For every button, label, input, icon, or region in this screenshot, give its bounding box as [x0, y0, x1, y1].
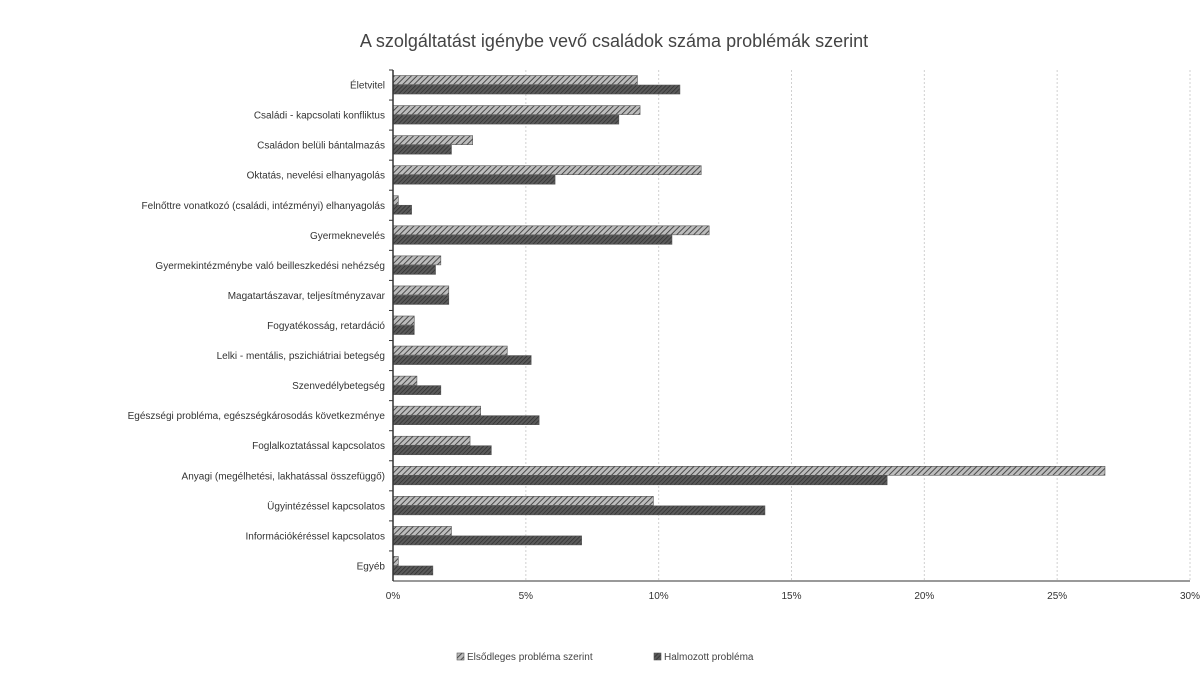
bars-group [392, 75, 1106, 576]
grid-lines [525, 70, 1191, 581]
bar-primary [392, 435, 471, 446]
legend-label: Halmozott probléma [664, 652, 754, 663]
bar-primary [392, 405, 481, 416]
bar-cumulative [392, 265, 436, 275]
category-label: Családon belüli bántalmazás [257, 141, 385, 152]
bar-primary [392, 345, 508, 356]
bar-primary [392, 285, 450, 296]
category-label: Felnőttre vonatkozó (családi, intézményi… [142, 201, 385, 212]
bar-cumulative [392, 295, 450, 305]
bar-cumulative [392, 325, 415, 335]
x-tick-label: 5% [519, 591, 534, 602]
bar-cumulative [392, 235, 673, 245]
legend-label: Elsődleges probléma szerint [467, 652, 593, 663]
bar-primary [392, 105, 641, 115]
bar-primary [392, 526, 452, 536]
chart-title: A szolgáltatást igénybe vevő családok sz… [360, 31, 868, 51]
category-label: Foglalkoztatással kapcsolatos [252, 441, 385, 452]
bar-cumulative [392, 475, 888, 486]
bar-cumulative [392, 445, 492, 456]
category-label: Egészségi probléma, egészségkárosodás kö… [128, 411, 386, 422]
bar-cumulative [392, 505, 766, 516]
category-label: Gyermeknevelés [310, 231, 385, 242]
x-tick-label: 20% [914, 591, 934, 602]
category-label: Ügyintézéssel kapcsolatos [267, 500, 385, 512]
bar-primary [392, 255, 442, 266]
bar-cumulative [392, 174, 556, 185]
bar-cumulative [392, 114, 620, 125]
category-label: Információkéréssel kapcsolatos [245, 531, 385, 542]
legend-swatch [456, 652, 465, 661]
category-label: Anyagi (megélhetési, lakhatással összefü… [182, 471, 385, 482]
x-tick-label: 0% [386, 591, 401, 602]
bar-cumulative [392, 565, 434, 576]
bar-primary [392, 556, 399, 566]
bar-primary [392, 465, 1106, 476]
bar-primary [392, 195, 399, 206]
bar-cumulative [392, 535, 582, 546]
bar-primary [392, 165, 702, 176]
x-tick-label: 15% [781, 591, 801, 602]
category-label: Családi - kapcsolati konfliktus [254, 111, 385, 122]
legend-swatch [653, 652, 662, 661]
bar-cumulative [392, 144, 452, 155]
category-label: Gyermekintézménybe való beilleszkedési n… [155, 261, 385, 272]
x-tick-labels: 0% 5% 10% 15% 20% 25% 30% [386, 591, 1200, 602]
category-label: Szenvedélybetegség [292, 381, 385, 392]
bar-cumulative [392, 204, 412, 215]
legend: Elsődleges probléma szerint Halmozott pro… [456, 652, 754, 663]
category-label: Fogyatékosság, retardáció [267, 321, 385, 332]
category-label: Oktatás, nevelési elhanyagolás [247, 171, 385, 182]
bar-cumulative [392, 84, 681, 95]
category-labels: Életvitel Családi - kapcsolati konfliktus… [128, 79, 386, 573]
bar-cumulative [392, 355, 532, 365]
x-tick-label: 25% [1047, 591, 1067, 602]
bar-primary [392, 315, 415, 326]
category-label: Magatartászavar, teljesítményzavar [228, 291, 386, 302]
category-label: Egyéb [357, 561, 386, 572]
bar-primary [392, 375, 418, 386]
x-tick-label: 30% [1180, 591, 1200, 602]
bar-primary [392, 496, 654, 506]
bar-cumulative [392, 385, 442, 395]
bar-cumulative [392, 415, 540, 425]
bar-primary [392, 225, 710, 236]
category-label: Életvitel [350, 79, 385, 92]
bar-primary [392, 135, 473, 145]
axes [389, 69, 1190, 582]
category-label: Lelki - mentális, pszichiátriai betegség [217, 351, 385, 362]
x-tick-label: 10% [649, 591, 669, 602]
bar-primary [392, 75, 638, 85]
